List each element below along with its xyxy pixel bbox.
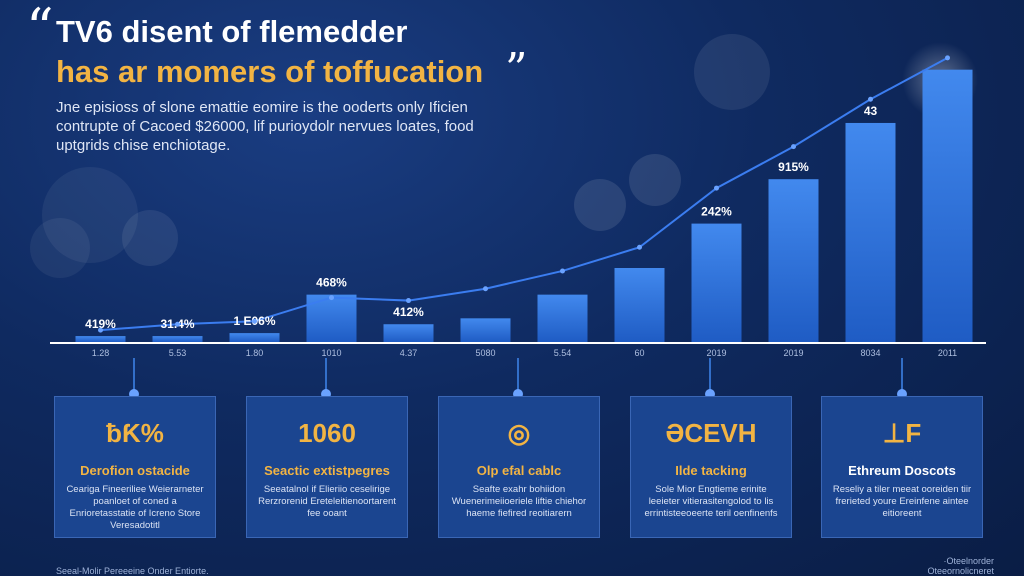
trend-line — [100, 56, 948, 332]
bar-7 — [537, 294, 588, 342]
x-tick-label: 2011 — [938, 348, 957, 358]
trend-point — [252, 318, 257, 324]
value-label: 419% — [85, 317, 116, 331]
x-tick-label: 1010 — [321, 348, 341, 358]
trend-point — [406, 298, 411, 304]
card-description: Seeatalnol if Elieriio ceselirige Rerzro… — [258, 484, 396, 519]
info-card-1: ƀƘ% Derofion ostacide Ceariga Fineeriliee … — [54, 396, 216, 538]
value-label: 412% — [393, 305, 424, 319]
open-quote-mark: “ — [26, 0, 54, 60]
close-quote-mark: ” — [505, 44, 528, 95]
card-icon: ƀƘ% — [106, 418, 164, 448]
bar-11 — [845, 122, 896, 343]
footer-brand-line-2: Oteeornolicneret — [927, 566, 994, 576]
bar-6 — [460, 318, 511, 342]
x-tick-label: 60 — [634, 348, 644, 358]
card-title: Seactic extistpegres — [264, 463, 390, 478]
x-tick-label: 2019 — [783, 348, 803, 358]
subtitle: Jne episioss of slone emattie eomire is … — [56, 99, 474, 154]
value-label: 43 — [864, 104, 878, 118]
card-title: Olp efal cablc — [476, 463, 562, 478]
x-tick-label: 1.28 — [92, 348, 110, 358]
card-description: Reseliy a tiler meeat ooreiden tiir frer… — [832, 484, 972, 519]
trend-point — [945, 55, 950, 61]
trend-point — [483, 286, 488, 292]
x-tick-label: 4.37 — [400, 348, 418, 358]
x-tick-label: 5.53 — [169, 348, 187, 358]
title-line-1: TV6 disent of flemedder — [56, 14, 408, 49]
card-icon: ⊥F — [882, 418, 922, 448]
card-title: Ilde tacking — [675, 463, 747, 478]
info-card-4: ƏCEVH Ilde tacking Sole Mior Engtieme erin… — [630, 396, 792, 538]
x-tick-label: 2019 — [706, 348, 726, 358]
card-description: Seafte exahr bohiidon Wuenerimeiioeriele… — [451, 484, 587, 519]
info-card-3: ◎ Olp efal cablc Seafte exahr bohiidon Wue… — [438, 396, 600, 538]
bar-3 — [229, 333, 280, 342]
value-label: 915% — [778, 160, 809, 174]
trend-point — [175, 321, 180, 327]
card-title: Ethreum Doscots — [848, 463, 956, 478]
bar-8 — [614, 268, 665, 342]
bar-4 — [306, 294, 357, 342]
trend-point — [637, 244, 642, 250]
footer-brand-line-1: ·Oteelnorder — [943, 556, 994, 566]
card-description: Ceariga Fineeriliee Weierarneter poanloe… — [66, 484, 204, 531]
bar-5 — [383, 324, 434, 342]
x-tick-label: 1.80 — [246, 348, 264, 358]
x-tick-label: 8034 — [860, 348, 880, 358]
trend-point — [329, 295, 334, 301]
card-description: Sole Mior Engtieme erinite leeieter viti… — [644, 484, 778, 519]
card-icon: ƏCEVH — [665, 418, 757, 448]
info-card-5: ⊥F Ethreum Doscots Reseliy a tiler meeat o… — [821, 396, 983, 538]
decorative-bokeh — [30, 34, 978, 278]
bar-1 — [75, 336, 126, 342]
bar-chart: 419%31.4%1 E06%468%412%242%915%43 1.285.… — [30, 34, 986, 399]
title-line-2: has ar momers of toffucation — [56, 54, 484, 89]
card-title: Derofion ostacide — [80, 463, 190, 478]
x-tick-label: 5080 — [475, 348, 495, 358]
value-label: 468% — [316, 276, 347, 290]
trend-point — [98, 327, 103, 333]
info-card-2: 1060 Seactic extistpegres Seeatalnol if El… — [246, 396, 408, 538]
trend-point — [714, 185, 719, 191]
bar-12 — [922, 69, 973, 343]
footer-brand: ·Oteelnorder Oteeornolicneret — [904, 556, 994, 576]
bar-2 — [152, 336, 203, 342]
trend-point — [560, 268, 565, 274]
footer-note: Seeal-Molir Pereeeine Onder Entiorte. — [56, 566, 209, 576]
value-label: 242% — [701, 205, 732, 219]
trend-point — [791, 144, 796, 150]
bar-9 — [691, 223, 742, 342]
card-icon: 1060 — [298, 418, 356, 448]
bar-10 — [768, 179, 819, 342]
x-tick-label: 5.54 — [554, 348, 572, 358]
card-icon: ◎ — [507, 418, 531, 448]
trend-point — [868, 96, 873, 102]
